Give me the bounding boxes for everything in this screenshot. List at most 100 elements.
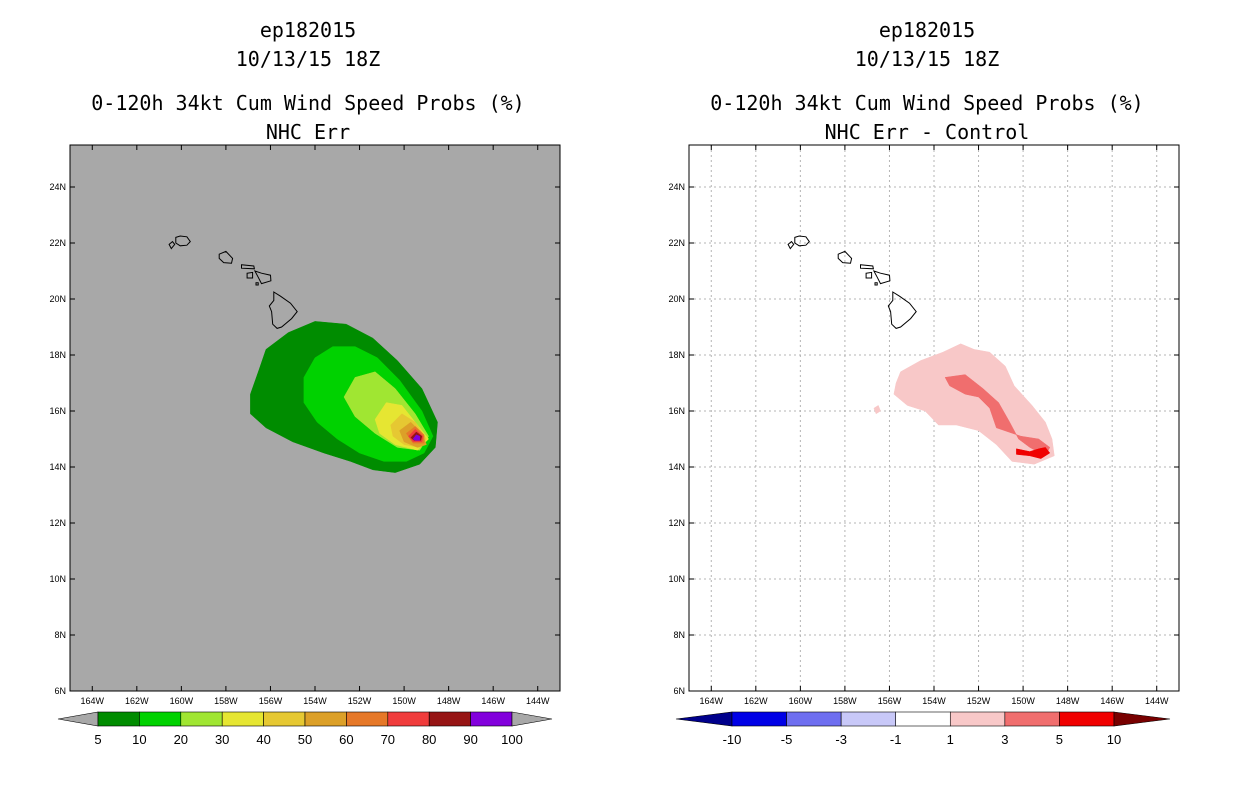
- colorbar-segment: [139, 711, 182, 727]
- colorbar-label: 10: [1107, 732, 1121, 747]
- right-chart-title: 0-120h 34kt Cum Wind Speed Probs (%): [710, 91, 1144, 115]
- x-tick-label: 156W: [878, 696, 902, 706]
- colorbar-segment: [840, 711, 897, 727]
- island-outline: [175, 235, 191, 247]
- x-tick-label: 148W: [1056, 696, 1080, 706]
- left-storm-id: ep182015: [259, 18, 357, 42]
- island-outline: [860, 264, 875, 270]
- colorbar-segment: [387, 711, 430, 727]
- island-outline: [268, 291, 298, 329]
- island-outline: [794, 235, 810, 247]
- colorbar-label: -10: [723, 732, 742, 747]
- left-datetime: 10/13/15 18Z: [235, 47, 381, 71]
- colorbar-label: 60: [339, 732, 353, 747]
- island-outline: [787, 240, 795, 250]
- y-tick-label: 16N: [668, 406, 685, 416]
- y-tick-label: 6N: [673, 686, 685, 696]
- coastlines: [787, 235, 917, 329]
- colorbar-segment: [895, 711, 951, 727]
- x-tick-label: 158W: [214, 696, 238, 706]
- y-tick-label: 10N: [49, 574, 66, 584]
- x-tick-label: 148W: [437, 696, 461, 706]
- contour-fills: [250, 321, 438, 473]
- colorbar-label: 1: [947, 732, 954, 747]
- contour-level-3: [944, 374, 1051, 457]
- x-tick-label: 162W: [744, 696, 768, 706]
- colorbar-label: 20: [174, 732, 188, 747]
- colorbar-label: 5: [1056, 732, 1063, 747]
- y-tick-label: 24N: [49, 182, 66, 192]
- colorbar-segment: [731, 711, 787, 727]
- y-tick-label: 8N: [673, 630, 685, 640]
- colorbar-low-extension: [57, 711, 99, 727]
- right-colorbar: -10 -5 -3 -1 1 3 5 10: [675, 711, 1171, 747]
- island-outline: [874, 282, 878, 286]
- y-tick-label: 16N: [49, 406, 66, 416]
- right-datetime: 10/13/15 18Z: [854, 47, 1000, 71]
- colorbar-segment: [180, 711, 223, 727]
- colorbar-segment: [346, 711, 389, 727]
- colorbar-segment: [221, 711, 264, 727]
- colorbar-label: 90: [463, 732, 477, 747]
- island-outline: [241, 264, 256, 270]
- colorbar-label: -5: [781, 732, 793, 747]
- y-tick-label: 20N: [49, 294, 66, 304]
- island-outline: [218, 250, 234, 264]
- axis-ticks: 164W 162W 160W 158W 156W 154W 152W 150W 148W 146W…: [49, 145, 560, 706]
- y-tick-label: 6N: [54, 686, 66, 696]
- x-tick-label: 150W: [392, 696, 416, 706]
- colorbar-label: 30: [215, 732, 229, 747]
- contour-level-5: [1016, 447, 1051, 459]
- x-tick-label: 152W: [348, 696, 372, 706]
- colorbar-high-extension: [511, 711, 553, 727]
- colorbar-segment: [1059, 711, 1115, 727]
- island-outline: [865, 271, 873, 279]
- colorbar-label: 40: [256, 732, 270, 747]
- y-tick-label: 10N: [668, 574, 685, 584]
- colorbar-label: 100: [501, 732, 523, 747]
- island-outline: [255, 282, 259, 286]
- colorbar-label: 10: [132, 732, 146, 747]
- island-outline: [246, 271, 254, 279]
- colorbar-label: -1: [890, 732, 902, 747]
- x-tick-label: 164W: [81, 696, 105, 706]
- x-tick-label: 154W: [922, 696, 946, 706]
- island-outline: [168, 240, 176, 250]
- x-tick-label: 146W: [1100, 696, 1124, 706]
- island-outline: [872, 270, 891, 285]
- colorbar-high-extension: [1113, 711, 1171, 727]
- y-tick-label: 14N: [668, 462, 685, 472]
- y-tick-label: 18N: [49, 350, 66, 360]
- colorbar-segment: [1004, 711, 1060, 727]
- y-tick-label: 12N: [49, 518, 66, 528]
- colorbar-label: 3: [1001, 732, 1008, 747]
- left-chart-subtitle: NHC Err: [265, 120, 351, 144]
- colorbar-segment: [97, 711, 140, 727]
- colorbar-label: 5: [94, 732, 101, 747]
- x-tick-label: 162W: [125, 696, 149, 706]
- colorbar-low-extension: [675, 711, 733, 727]
- right-chart-subtitle: NHC Err - Control: [824, 120, 1030, 144]
- colorbar-segment: [949, 711, 1006, 727]
- y-tick-label: 14N: [49, 462, 66, 472]
- y-tick-label: 22N: [668, 238, 685, 248]
- colorbar-label: 70: [381, 732, 395, 747]
- y-tick-label: 20N: [668, 294, 685, 304]
- x-tick-label: 144W: [1145, 696, 1169, 706]
- contour-fills: [873, 343, 1055, 465]
- island-outline: [837, 250, 853, 264]
- island-outline: [253, 270, 272, 285]
- colorbar-label: -3: [835, 732, 847, 747]
- x-tick-label: 164W: [700, 696, 724, 706]
- x-tick-label: 158W: [833, 696, 857, 706]
- axis-ticks: 164W 162W 160W 158W 156W 154W 152W 150W 148W 146W…: [668, 145, 1179, 706]
- x-tick-label: 146W: [481, 696, 505, 706]
- colorbar-segment: [428, 711, 471, 727]
- coastlines: [168, 235, 298, 329]
- x-tick-label: 150W: [1011, 696, 1035, 706]
- left-colorbar: 5 10 20 30 40 50 60 70 80 90 100: [57, 711, 553, 747]
- x-tick-label: 156W: [259, 696, 283, 706]
- x-tick-label: 152W: [967, 696, 991, 706]
- y-tick-label: 8N: [54, 630, 66, 640]
